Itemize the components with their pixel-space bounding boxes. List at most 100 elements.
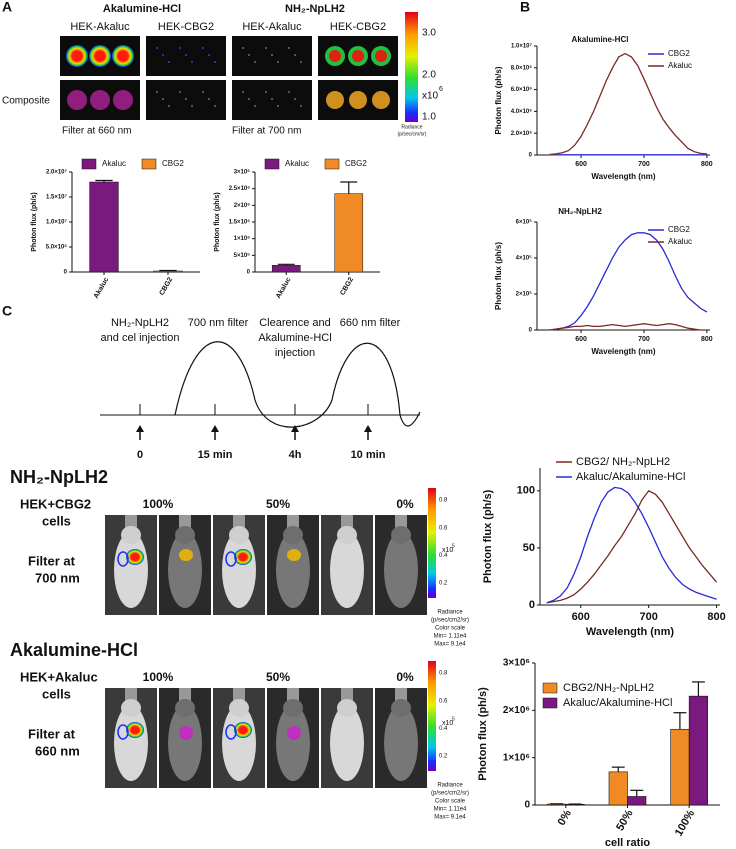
noise (185, 54, 187, 56)
bar (608, 771, 628, 806)
nose-cone (395, 688, 407, 702)
colorbar-note: Color scale (435, 626, 466, 632)
y-tick-label: 3×10⁶ (234, 170, 251, 176)
nose-cone (179, 515, 191, 529)
noise (248, 98, 250, 100)
panel-label: C (2, 303, 12, 319)
event-label: 660 nm filter (340, 317, 401, 329)
signal (349, 91, 367, 109)
group-label: Akalumine-HCl (103, 3, 181, 15)
legend-swatch (324, 158, 340, 170)
timeline-curve (174, 341, 421, 428)
colorbar-label: 0.2 (439, 754, 448, 760)
arrow-head (364, 425, 372, 432)
plate-image (232, 80, 312, 120)
x-tick-label: 700 (639, 611, 657, 623)
noise (277, 105, 279, 107)
cells-label: HEK+CBG2 (20, 496, 91, 511)
noise (162, 54, 164, 56)
plate-image (232, 36, 312, 76)
column-label: HEK-CBG2 (158, 21, 214, 33)
legend-swatch (542, 697, 558, 709)
y-tick-label: 4.0×10⁶ (511, 109, 533, 115)
legend-swatch (81, 158, 97, 170)
nose-cone (341, 688, 353, 702)
y-tick-label: 1×10⁶ (503, 752, 530, 763)
mouse-body (330, 705, 364, 781)
event-label: and cel injection (101, 332, 180, 344)
x-tick-label: 600 (575, 161, 587, 168)
x-tick-label: CBG2 (339, 276, 355, 296)
column-label: HEK-Akaluc (70, 21, 130, 33)
colorbar-label: 0.6 (439, 698, 448, 704)
y-axis-label: Photon flux (ph/s) (494, 242, 503, 310)
colorbar-label: 0.6 (439, 525, 448, 531)
signal (352, 50, 364, 62)
x-axis-label: Wavelength (nm) (591, 347, 655, 356)
percent-label: 50% (266, 497, 290, 511)
x-tick-label: 700 (638, 336, 650, 343)
y-tick-label: 100 (517, 485, 535, 497)
noise (208, 98, 210, 100)
noise (288, 47, 290, 49)
signal (326, 91, 344, 109)
nose-cone (287, 515, 299, 529)
noise (265, 91, 267, 93)
noise (191, 61, 193, 63)
colorbar-note: Max= 9.1e4 (434, 815, 466, 821)
x-tick-label: 800 (707, 611, 725, 623)
x-tick-label: 0% (556, 808, 574, 828)
colorbar-label: 0.2 (439, 581, 448, 587)
nose-cone (125, 515, 137, 529)
colorbar-note: Min= 1.11e4 (434, 634, 467, 640)
legend-label: CBG2/ NH₂-NpLH2 (576, 456, 670, 468)
noise (254, 105, 256, 107)
noise (248, 54, 250, 56)
panel-label: A (2, 0, 12, 15)
row-label: Composite (2, 96, 50, 107)
signal (179, 549, 193, 561)
time-label: 15 min (198, 449, 233, 461)
filter-label: 660 nm (35, 743, 80, 758)
noise (179, 47, 181, 49)
mouse-body (384, 532, 418, 608)
y-tick-label: 1.5×10⁷ (46, 195, 68, 201)
y-axis-label: Photon flux (ph/s) (214, 192, 221, 252)
colorbar-label: 0.4 (439, 726, 448, 732)
signal (126, 722, 144, 738)
legend-label: Akaluc/Akalumine-HCl (563, 697, 672, 709)
time-label: 10 min (351, 449, 386, 461)
noise (156, 91, 158, 93)
legend-label: CBG2/NH₂-NpLH2 (563, 682, 654, 694)
series-line (549, 323, 707, 331)
signal (234, 549, 252, 565)
mouse-head (283, 526, 303, 544)
noise (242, 91, 244, 93)
colorbar-note: Color scale (435, 799, 466, 805)
legend-swatch (542, 682, 558, 694)
colorbar (405, 12, 418, 122)
signal (126, 549, 144, 565)
colorbar-note: (p/sec/cm/sr) (398, 131, 427, 137)
mouse-head (175, 699, 195, 717)
y-tick-label: 0 (529, 328, 533, 334)
mouse-head (391, 526, 411, 544)
series-line (546, 489, 718, 604)
noise (162, 98, 164, 100)
noise (300, 105, 302, 107)
colorbar-note: Radiance (437, 610, 463, 616)
noise (300, 61, 302, 63)
event-label: 700 nm filter (188, 317, 249, 329)
nose-cone (233, 688, 245, 702)
signal (287, 549, 301, 561)
y-tick-label: 5.0×10⁶ (46, 245, 68, 251)
colorbar (428, 488, 436, 598)
x-tick-label: 100% (673, 808, 698, 839)
nose-cone (287, 688, 299, 702)
series-line (549, 232, 708, 331)
colorbar-label: 3.0 (422, 28, 436, 39)
colorbar (428, 661, 436, 771)
x-tick-label: 600 (575, 336, 587, 343)
legend-label: CBG2 (668, 49, 690, 58)
